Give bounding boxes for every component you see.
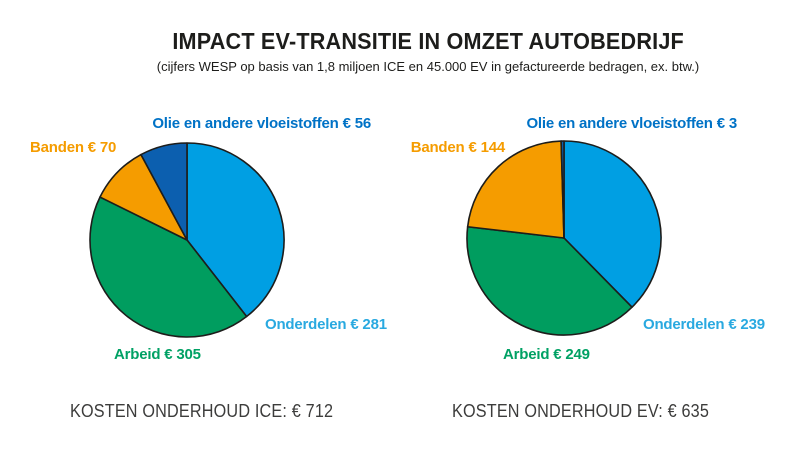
- label-olie-ev: Olie en andere vloeistoffen € 3: [526, 115, 737, 132]
- pie-chart-ev: Olie en andere vloeistoffen € 3 Banden €…: [400, 0, 800, 450]
- pie-slice-onderdelen-ev: [563, 140, 662, 308]
- label-arbeid-ice: Arbeid € 305: [114, 346, 201, 363]
- pie-ev: [466, 140, 662, 336]
- pie-slice-onderdelen-ice: [186, 142, 285, 318]
- pie-slice-arbeid-ev: [466, 225, 633, 336]
- label-olie-ice: Olie en andere vloeistoffen € 56: [152, 115, 371, 132]
- chart-header: IMPACT EV-TRANSITIE IN OMZET AUTOBEDRIJF…: [56, 28, 800, 74]
- pie-ice: [89, 142, 285, 338]
- pie-slice-olie-ev: [560, 140, 565, 239]
- label-banden-ev: Banden € 144: [410, 139, 506, 156]
- label-banden-ice: Banden € 70: [30, 139, 117, 156]
- chart-title: IMPACT EV-TRANSITIE IN OMZET AUTOBEDRIJF: [172, 28, 684, 54]
- pie-chart-ice: Olie en andere vloeistoffen € 56 Banden …: [30, 115, 387, 421]
- label-onderdelen-ev: Onderdelen € 239: [643, 316, 765, 333]
- chart-subtitle: (cijfers WESP op basis van 1,8 miljoen I…: [156, 59, 700, 74]
- total-ev: KOSTEN ONDERHOUD EV: € 635: [452, 401, 710, 421]
- total-ice: KOSTEN ONDERHOUD ICE: € 712: [70, 401, 334, 421]
- pie-slice-arbeid-ice: [89, 196, 248, 338]
- pie-slice-banden-ev: [466, 140, 565, 239]
- label-onderdelen-ice: Onderdelen € 281: [265, 316, 387, 333]
- label-arbeid-ev: Arbeid € 249: [503, 346, 590, 363]
- pie-slice-olie-ice: [140, 142, 188, 241]
